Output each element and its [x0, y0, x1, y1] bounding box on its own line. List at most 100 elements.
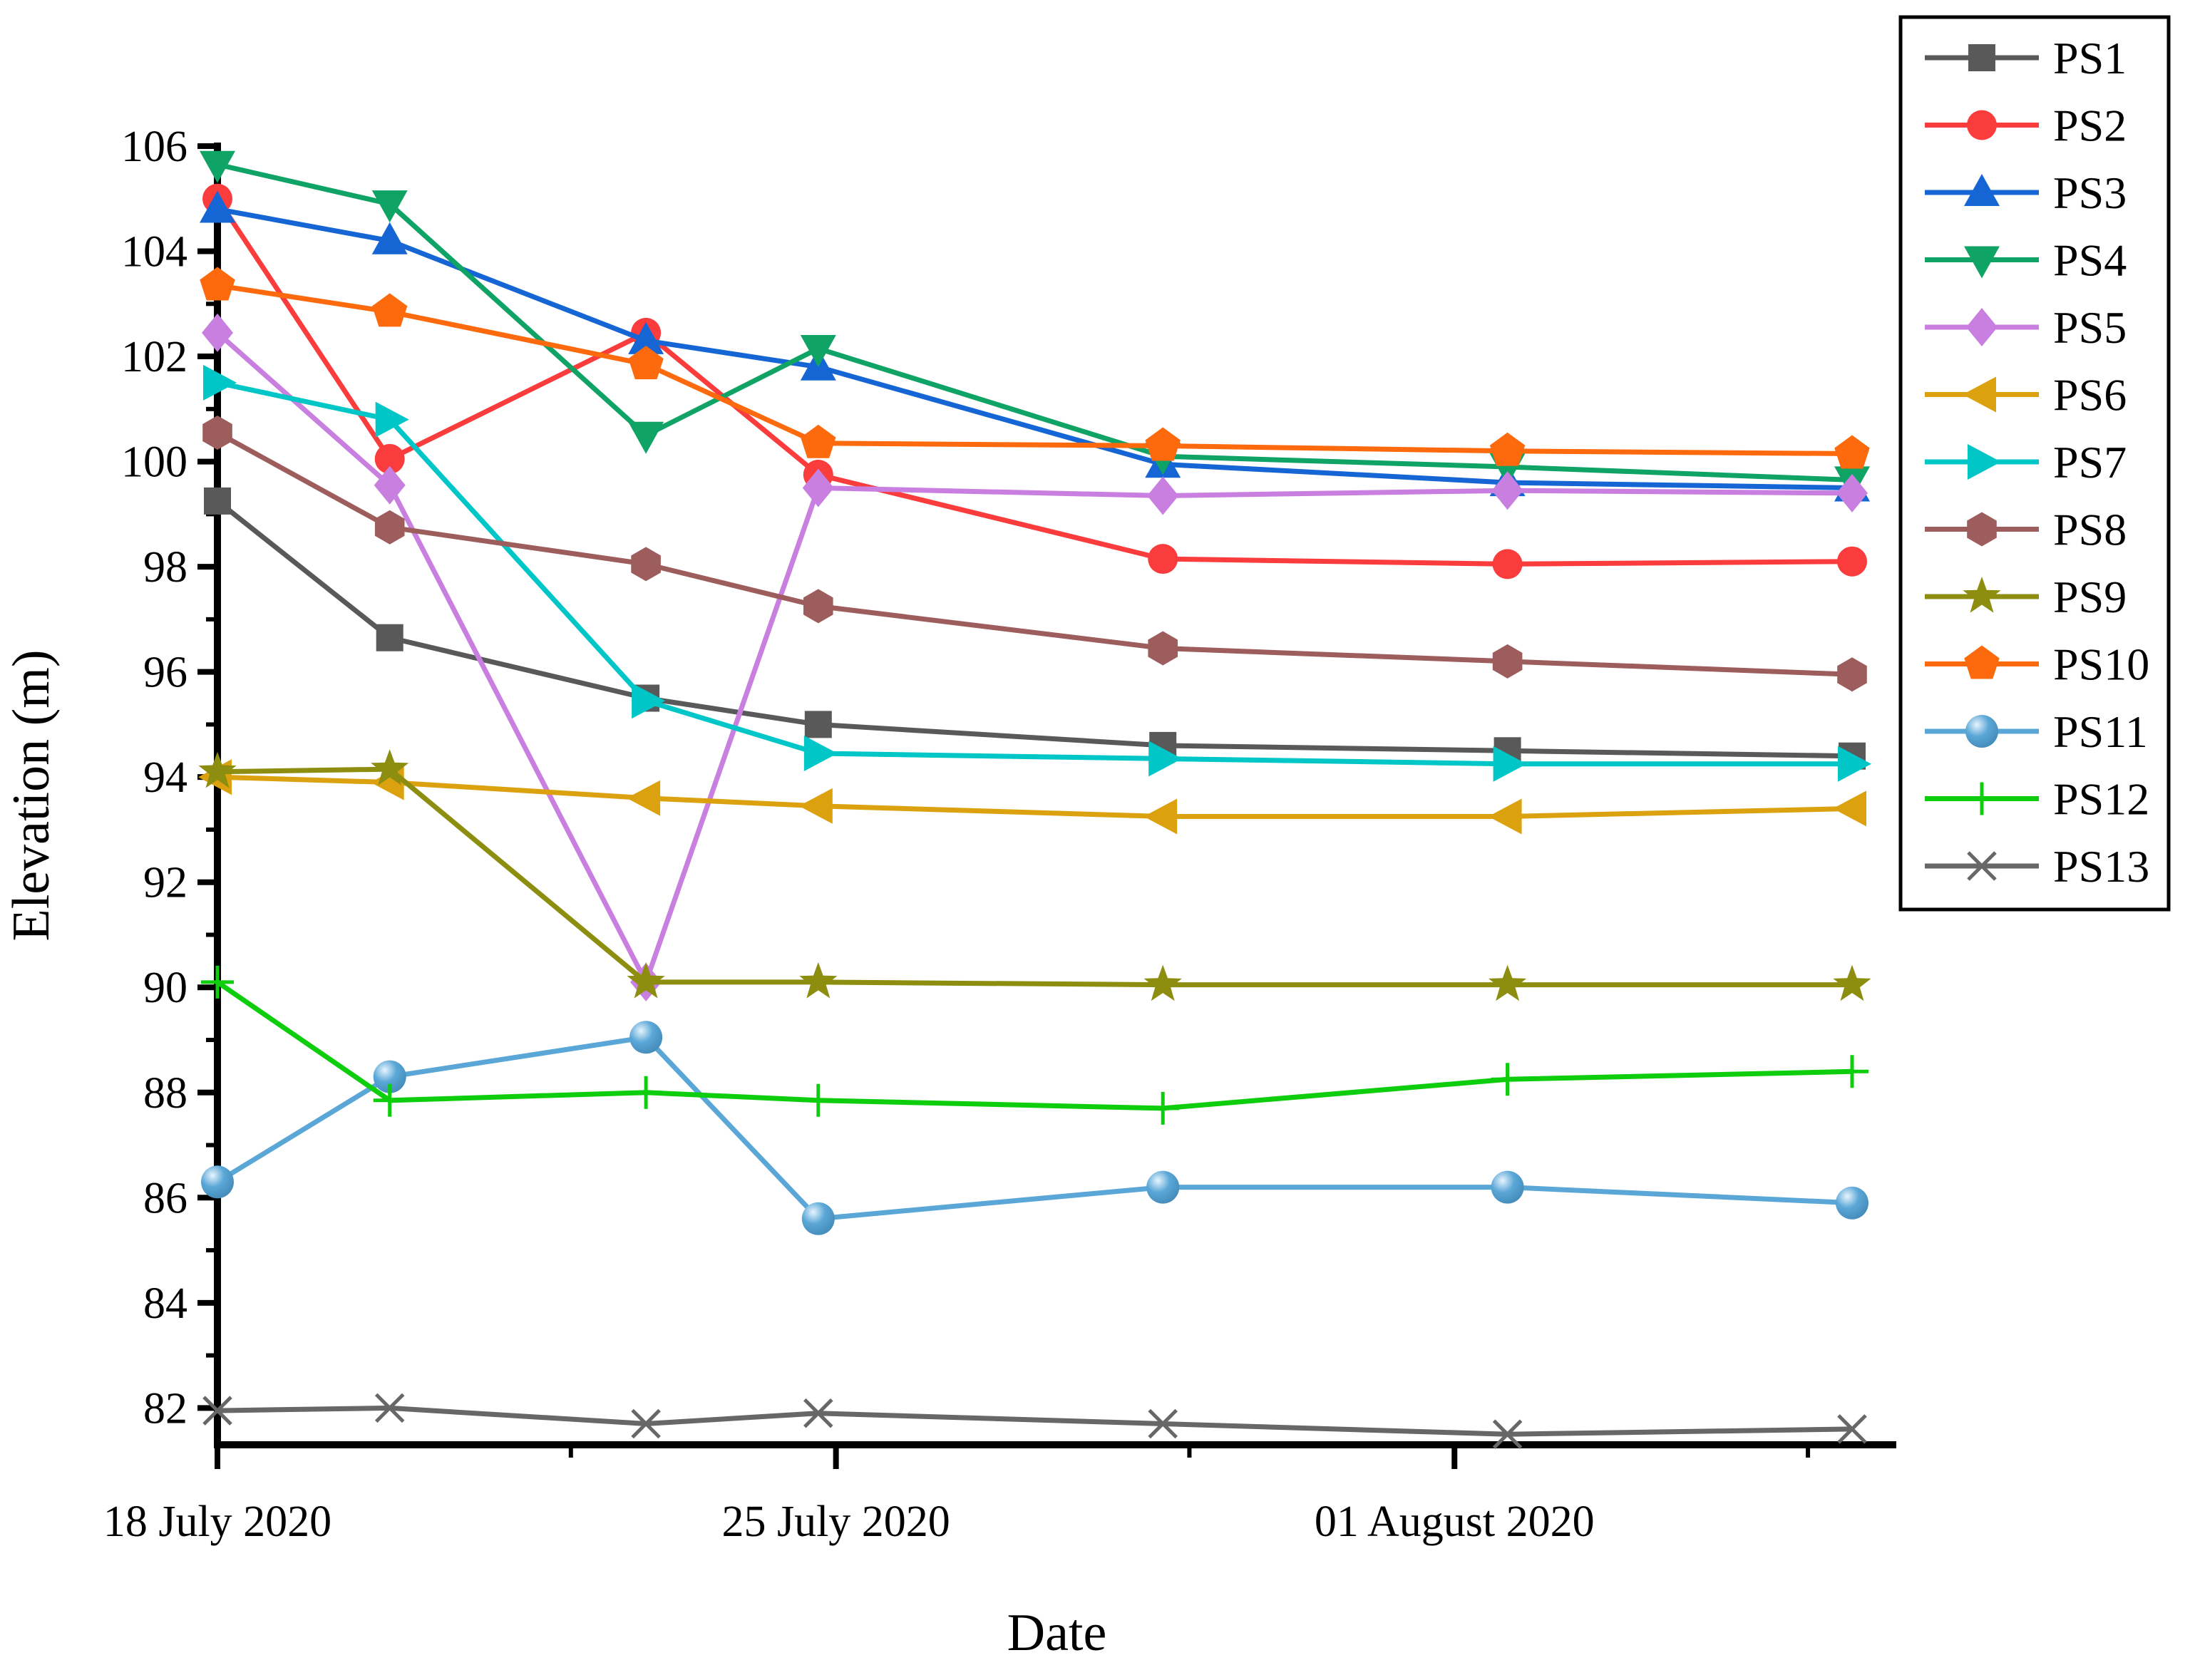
series-line-PS12 [216, 980, 1853, 1111]
y-tick-label: 104 [121, 228, 187, 277]
marker-plus [1491, 1063, 1524, 1096]
marker-diamond [1147, 476, 1179, 515]
series-line-PS2 [215, 197, 1853, 567]
legend-label: PS8 [2053, 505, 2127, 555]
series-PS6 [198, 759, 1866, 835]
marker-triangle-right [632, 683, 666, 719]
x-axis-title: Date [1007, 1604, 1107, 1662]
marker-square [204, 487, 231, 515]
legend: PS1 PS2 PS3 PS4 PS5 PS6 PS7 PS8 PS9 PS10 PS11 PS12 P… [1898, 15, 2171, 912]
legend-item-PS13: PS13 [1925, 841, 2149, 892]
legend-item-PS6: PS6 [1925, 370, 2127, 421]
marker-triangle-left [1488, 798, 1522, 835]
axes [214, 143, 1896, 1448]
marker-x [374, 1393, 405, 1423]
marker-hexagon [1837, 657, 1867, 692]
legend-item-PS11: PS11 [1925, 706, 2148, 757]
x-tick-label: 18 July 2020 [103, 1498, 331, 1546]
marker-star [198, 751, 237, 788]
marker-pentagon [628, 346, 664, 380]
marker-diamond [202, 313, 233, 352]
marker-diamond [802, 468, 834, 507]
marker-triangle-left [798, 788, 833, 824]
marker-triangle-up [1964, 174, 2000, 206]
marker-sphere [201, 1165, 234, 1199]
marker-star [1489, 964, 1527, 1001]
marker-plus [201, 965, 234, 999]
marker-star [1143, 964, 1182, 1001]
marker-triangle-down [371, 190, 408, 223]
series-PS9 [198, 749, 1871, 1001]
marker-diamond [1491, 471, 1523, 510]
legend-label: PS7 [2053, 437, 2127, 488]
marker-x [1837, 1414, 1867, 1444]
y-tick-label: 82 [143, 1384, 187, 1433]
series-PS8 [202, 416, 1867, 692]
marker-circle [374, 443, 405, 474]
marker-circle [1148, 544, 1178, 574]
series-PS7 [203, 364, 1871, 782]
marker-hexagon [631, 547, 661, 582]
legend-item-PS2: PS2 [1925, 101, 2127, 151]
y-tick-label: 94 [143, 753, 187, 802]
legend-label: PS2 [2053, 101, 2127, 151]
marker-diamond [1836, 473, 1868, 512]
marker-x [803, 1398, 833, 1428]
marker-triangle-right [1968, 444, 2001, 480]
marker-square [1968, 44, 1995, 71]
y-tick-label: 92 [143, 859, 187, 907]
marker-hexagon [1148, 631, 1178, 666]
marker-x [1967, 851, 1997, 881]
series-PS10 [200, 267, 1870, 469]
marker-star [1963, 577, 2001, 613]
marker-triangle-up [200, 190, 235, 223]
series-line-PS13 [217, 1405, 1853, 1437]
marker-triangle-left [1833, 790, 1866, 827]
marker-triangle-left [627, 780, 661, 816]
y-axis-title: Elevation (m) [2, 650, 61, 942]
marker-triangle-up [628, 321, 664, 354]
legend-label: PS1 [2053, 33, 2127, 83]
marker-x [202, 1396, 232, 1426]
marker-pentagon [801, 424, 836, 458]
marker-plus [1836, 1055, 1868, 1088]
series-PS13 [202, 1393, 1867, 1449]
marker-triangle-left [1963, 376, 1996, 413]
y-axis-ticks: 82 84 86 88 90 92 94 96 98 100 102 104 106 [121, 123, 217, 1433]
marker-sphere [1146, 1170, 1180, 1204]
legend-item-PS7: PS7 [1925, 437, 2127, 488]
marker-hexagon [1492, 644, 1523, 679]
legend-item-PS1: PS1 [1925, 33, 2127, 83]
series-line-PS6 [217, 774, 1853, 819]
legend-label: PS4 [2053, 235, 2127, 286]
y-tick-label: 84 [143, 1279, 187, 1328]
series-PS2 [202, 183, 1867, 579]
x-tick-label: 01 August 2020 [1315, 1498, 1595, 1546]
marker-sphere [373, 1060, 406, 1093]
series-PS3 [200, 190, 1870, 502]
legend-label: PS13 [2053, 841, 2149, 892]
marker-plus [373, 1083, 406, 1117]
marker-hexagon [374, 510, 405, 545]
legend-item-PS3: PS3 [1925, 168, 2127, 218]
series-line-PS7 [217, 380, 1852, 767]
y-tick-label: 90 [143, 964, 187, 1012]
marker-plus [801, 1083, 835, 1117]
y-tick-label: 102 [121, 333, 187, 381]
marker-triangle-down [628, 421, 664, 454]
y-tick-label: 98 [143, 543, 187, 592]
series-line-PS9 [217, 766, 1852, 988]
marker-triangle-down [200, 150, 235, 183]
marker-circle [1837, 546, 1867, 577]
marker-triangle-right [375, 401, 409, 438]
marker-sphere [1491, 1170, 1524, 1204]
marker-x [631, 1408, 661, 1439]
series-PS12 [201, 965, 1868, 1125]
marker-triangle-right [803, 736, 838, 771]
marker-triangle-right [1493, 746, 1527, 782]
marker-diamond [374, 465, 406, 505]
marker-square [376, 624, 403, 651]
legend-label: PS5 [2053, 302, 2127, 353]
